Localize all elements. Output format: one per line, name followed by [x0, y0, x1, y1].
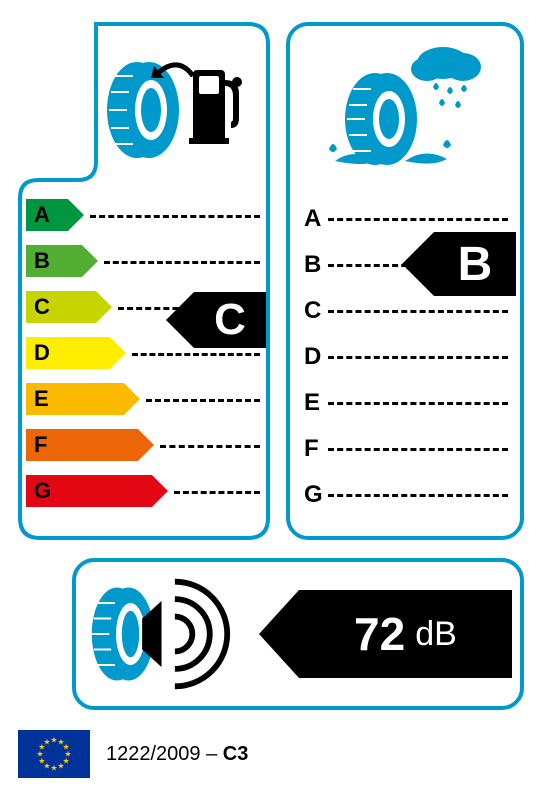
regulation-number: 1222/2009	[106, 743, 201, 765]
wet-scale-row: G	[294, 472, 516, 518]
footer: ★★★★★★★★★★★★ 1222/2009 – C3	[18, 730, 248, 778]
fuel-scale-bar-a: A	[26, 199, 68, 231]
fuel-scale-bar-d: D	[26, 337, 110, 369]
wet-tire-icon	[315, 39, 495, 169]
wet-scale-letter-a: A	[294, 205, 324, 233]
fuel-scale-row: E	[26, 376, 266, 422]
wet-scale-row: E	[294, 380, 516, 426]
noise-tire-icon	[84, 574, 167, 694]
fuel-scale-bar-f: F	[26, 429, 138, 461]
noise-panel: 72 dB	[72, 558, 524, 710]
noise-value-pointer: 72 dB	[299, 590, 512, 678]
regulation-text: 1222/2009 – C3	[106, 743, 248, 766]
fuel-tire-icon	[99, 36, 249, 164]
fuel-scale-bar-e: E	[26, 383, 124, 415]
fuel-scale-row: F	[26, 422, 266, 468]
wet-scale-letter-f: F	[294, 435, 324, 463]
wet-scale-letter-c: C	[294, 297, 324, 325]
fuel-scale-row: G	[26, 468, 266, 514]
wet-grip-panel: ABCDEFG B	[286, 22, 524, 540]
wet-scale-letter-e: E	[294, 389, 324, 417]
fuel-scale-row: B	[26, 238, 266, 284]
wet-scale-row: F	[294, 426, 516, 472]
wet-scale-letter-b: B	[294, 251, 324, 279]
fuel-efficiency-panel: ABCDEFG C	[18, 22, 270, 540]
eu-flag-icon: ★★★★★★★★★★★★	[18, 730, 90, 778]
fuel-scale-row: A	[26, 192, 266, 238]
fuel-scale-bar-b: B	[26, 245, 82, 277]
fuel-scale: ABCDEFG	[18, 178, 270, 522]
wet-rating-pointer: B	[434, 232, 516, 296]
fuel-rating-pointer: C	[194, 292, 266, 348]
fuel-rating-letter: C	[214, 295, 246, 345]
noise-value: 72	[354, 607, 405, 661]
wet-scale-letter-g: G	[294, 481, 324, 509]
wet-scale-row: D	[294, 334, 516, 380]
fuel-icon-area	[18, 22, 270, 178]
wet-icon-area	[290, 26, 520, 182]
wet-scale-letter-d: D	[294, 343, 324, 371]
fuel-scale-bar-c: C	[26, 291, 96, 323]
noise-waves-icon	[171, 574, 250, 694]
tire-class: C3	[223, 743, 249, 765]
noise-unit: dB	[415, 615, 457, 654]
wet-rating-letter: B	[458, 237, 493, 292]
fuel-scale-bar-g: G	[26, 475, 152, 507]
